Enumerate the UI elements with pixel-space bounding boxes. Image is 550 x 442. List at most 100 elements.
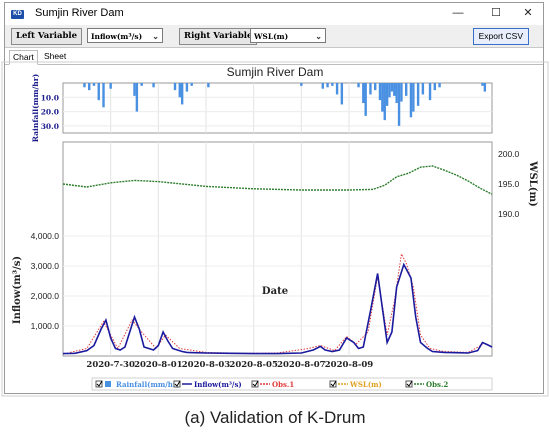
rainfall-bar — [428, 83, 432, 101]
legend-checkbox — [173, 380, 181, 388]
wsl-tick-label: 200.0 — [498, 149, 520, 159]
rainfall-bar — [433, 83, 436, 91]
rainfall-bar — [390, 83, 394, 92]
rainfall-bar — [152, 83, 155, 88]
legend-label: Obs.1 — [272, 380, 294, 389]
rainfall-bar — [364, 83, 367, 116]
left-variable-select[interactable]: Inflow(m³/s) ⌄ — [87, 28, 163, 43]
rainfall-bar — [140, 83, 143, 86]
right-variable-select[interactable]: WSL(m) ⌄ — [250, 28, 326, 43]
inflow-tick-label: 4,000.0 — [31, 231, 60, 241]
inflow-tick-label: 1,000.0 — [31, 321, 60, 331]
minimize-button[interactable]: — — [452, 7, 464, 19]
rainfall-bar — [173, 83, 177, 91]
rainfall-bar — [395, 83, 398, 103]
obs1-line — [70, 252, 483, 354]
rainfall-bar — [412, 83, 415, 112]
rainfall-bar — [357, 83, 360, 88]
inflow-tick-label: 3,000.0 — [31, 261, 60, 271]
chevron-down-icon: ⌄ — [315, 31, 322, 41]
rainfall-bar — [92, 83, 96, 86]
rainfall-bar — [369, 83, 372, 95]
legend-checkbox — [95, 380, 103, 388]
rainfall-bar — [340, 83, 344, 105]
chevron-down-icon: ⌄ — [152, 31, 159, 41]
rainfall-bar — [190, 83, 193, 86]
rainfall-bar — [409, 83, 413, 118]
legend-checkbox — [405, 380, 413, 388]
rainfall-bar — [416, 83, 420, 106]
rainfall-bar — [393, 83, 396, 96]
inflow-tick-label: 2,000.0 — [31, 291, 60, 301]
check-icon — [252, 380, 259, 387]
rainfall-bar — [331, 83, 334, 86]
x-tick-label: 2020-8-07 — [277, 360, 326, 370]
wsl-tick-label: 190.0 — [498, 209, 520, 219]
legend-label: Inflow(m³/s) — [194, 380, 242, 389]
rainfall-bar — [374, 83, 377, 91]
rainfall-bar — [381, 83, 384, 112]
right-variable-label: Right Variable — [179, 28, 258, 45]
rainfall-tick-label: 20.0 — [41, 108, 59, 117]
rainfall-bar — [383, 83, 386, 121]
rainfall-bar — [362, 83, 365, 103]
wsl-line — [62, 165, 493, 195]
rainfall-bar — [135, 83, 139, 112]
rainfall-bar — [388, 83, 391, 98]
rainfall-bar — [397, 83, 401, 126]
rainfall-bar — [483, 83, 487, 92]
check-icon — [174, 380, 181, 387]
rainfall-bar — [421, 83, 425, 95]
legend-label: Obs.2 — [426, 380, 448, 389]
rainfall-bar — [178, 83, 181, 98]
app-icon: KD — [11, 10, 24, 19]
rainfall-bar — [133, 83, 136, 96]
x-tick-label: 2020-8-09 — [325, 360, 374, 370]
rainfall-bar — [102, 83, 105, 108]
check-icon — [330, 380, 337, 387]
wsl-axis-label: WSL(m) — [527, 160, 538, 207]
chart-frame — [1, 61, 549, 397]
rainfall-bar — [207, 83, 210, 88]
check-icon — [406, 380, 413, 387]
wsl-tick-label: 195.0 — [498, 179, 520, 189]
rainfall-bar — [321, 83, 324, 89]
rainfall-panel-frame — [62, 82, 493, 134]
rainfall-bar — [97, 83, 100, 101]
left-variable-label: Left Variable — [11, 28, 83, 45]
left-variable-value: Inflow(m³/s) — [91, 32, 143, 41]
x-axis-label: Date — [262, 286, 288, 297]
inflow-axis-label: Inflow(m³/s) — [12, 256, 23, 324]
tab-sheet[interactable]: Sheet — [44, 51, 67, 61]
x-tick-label: 2020-8-05 — [229, 360, 278, 370]
legend-label: Rainfall(mm/hr) — [116, 380, 180, 389]
legend-checkbox — [329, 380, 337, 388]
rainfall-bar — [180, 83, 184, 105]
rainfall-bar — [326, 83, 329, 88]
close-button[interactable]: ✕ — [523, 7, 533, 19]
maximize-button[interactable]: ☐ — [491, 7, 501, 19]
app-window: KD Sumjin River Dam — ☐ ✕ Left Variable … — [4, 2, 544, 394]
legend-label: WSL(m) — [349, 380, 382, 389]
right-variable-value: WSL(m) — [254, 32, 289, 41]
figure-caption: (a) Validation of K-Drum — [184, 408, 366, 427]
legend-box — [91, 377, 493, 391]
rainfall-bar — [481, 83, 484, 86]
rainfall-bar — [438, 83, 441, 88]
rainfall-bar — [335, 83, 339, 95]
rainfall-bar — [385, 83, 389, 106]
rainfall-tick-label: 30.0 — [41, 122, 59, 131]
title-bar: KD Sumjin River Dam — ☐ ✕ — [5, 3, 543, 25]
check-icon — [96, 380, 103, 387]
export-csv-button[interactable]: Export CSV — [472, 28, 529, 45]
tab-chart[interactable]: Chart — [9, 50, 38, 65]
rainfall-bar — [300, 83, 303, 86]
x-tick-label: 2020-8-01 — [134, 360, 183, 370]
x-tick-label: 2020-8-03 — [182, 360, 231, 370]
window-title: Sumjin River Dam — [35, 7, 124, 19]
rainfall-bar — [400, 83, 403, 102]
tab-bar: Chart Sheet — [5, 48, 543, 65]
rainfall-tick-label: 10.0 — [41, 93, 59, 102]
legend-swatch — [105, 381, 111, 387]
